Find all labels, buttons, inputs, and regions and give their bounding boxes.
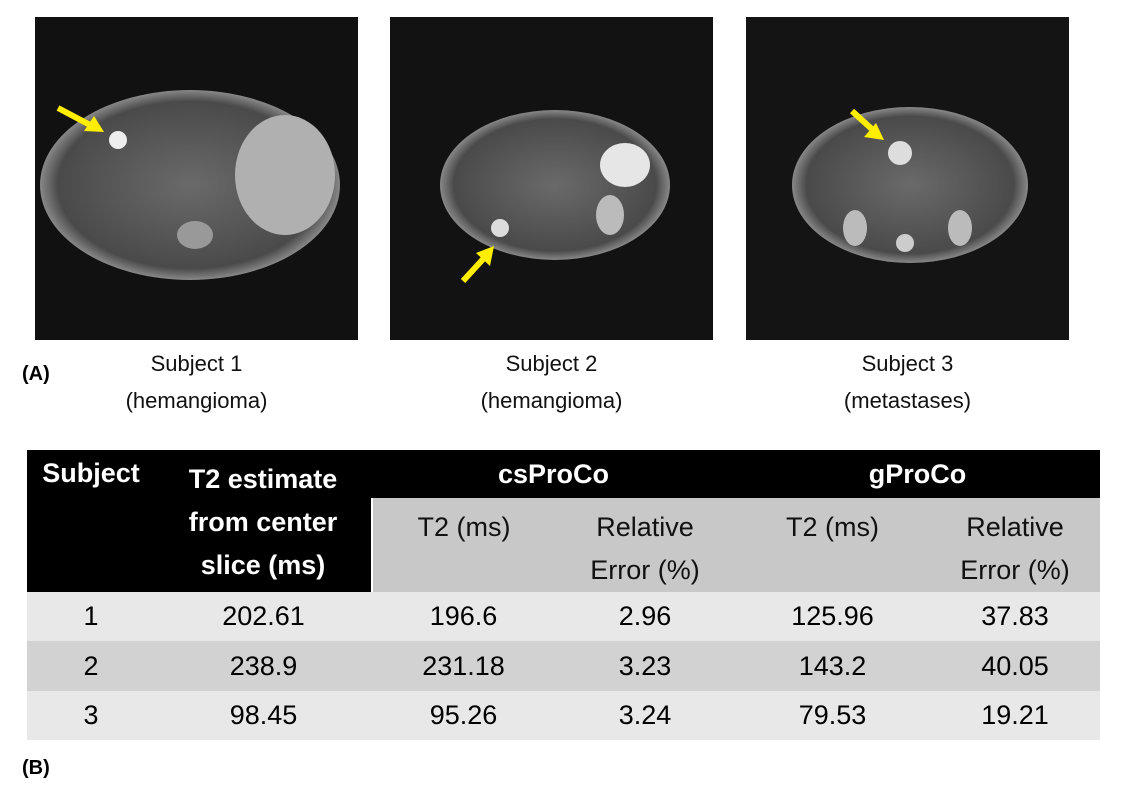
sub-header: T2 (ms) [371,498,555,592]
table-cell: 143.2 [735,641,930,691]
table-cell: 231.18 [372,641,555,691]
sub-header: T2 (ms) [735,498,930,592]
header-cell: T2 estimate from center slice (ms) [155,450,372,592]
caption: Subject 1 (hemangioma) [35,345,358,419]
table-row: 2 238.9 231.18 3.23 143.2 40.05 [27,641,1100,691]
table-row: 3 98.45 95.26 3.24 79.53 19.21 [27,691,1100,740]
table-body: 1 202.61 196.6 2.96 125.96 37.83 2 238.9 231.18 3… [27,592,1100,740]
image-subject-3 [746,17,1069,340]
panel-label: (A) [22,363,50,385]
table-cell: 196.6 [372,592,555,641]
header-cell: Subject [27,450,155,592]
table-cell: 40.05 [930,641,1100,691]
table-cell: 19.21 [930,691,1100,740]
group-header: csProCo [372,450,735,498]
subject-name: Subject 3 [861,351,954,376]
table-cell: 37.83 [930,592,1100,641]
subject-note: (metastases) [843,388,972,413]
sub-header: Relative Error (%) [930,498,1100,592]
caption: Subject 2 (hemangioma) [390,345,713,419]
panel-label: (B) [22,757,50,779]
image-subject-2 [390,17,713,340]
image-subject-1 [35,17,358,340]
table-cell: 1 [27,592,155,641]
table-cell: 2.96 [555,592,735,641]
subject-note: (hemangioma) [125,388,268,413]
mri-images [35,17,1069,340]
table-cell: 202.61 [155,592,372,641]
table-cell: 125.96 [735,592,930,641]
table-cell: 95.26 [372,691,555,740]
table-cell: 79.53 [735,691,930,740]
table-cell: 3.24 [555,691,735,740]
table-cell: 98.45 [155,691,372,740]
table-cell: 3 [27,691,155,740]
caption: Subject 3 (metastases) [746,345,1069,419]
table-cell: 238.9 [155,641,372,691]
results-table: Subject T2 estimate from center slice (m… [27,450,1100,740]
group-header: gProCo [735,450,1100,498]
table-cell: 2 [27,641,155,691]
subject-name: Subject 2 [505,351,598,376]
sub-header: Relative Error (%) [555,498,735,592]
subject-name: Subject 1 [150,351,243,376]
table-row: 1 202.61 196.6 2.96 125.96 37.83 [27,592,1100,641]
subject-note: (hemangioma) [480,388,623,413]
table-cell: 3.23 [555,641,735,691]
